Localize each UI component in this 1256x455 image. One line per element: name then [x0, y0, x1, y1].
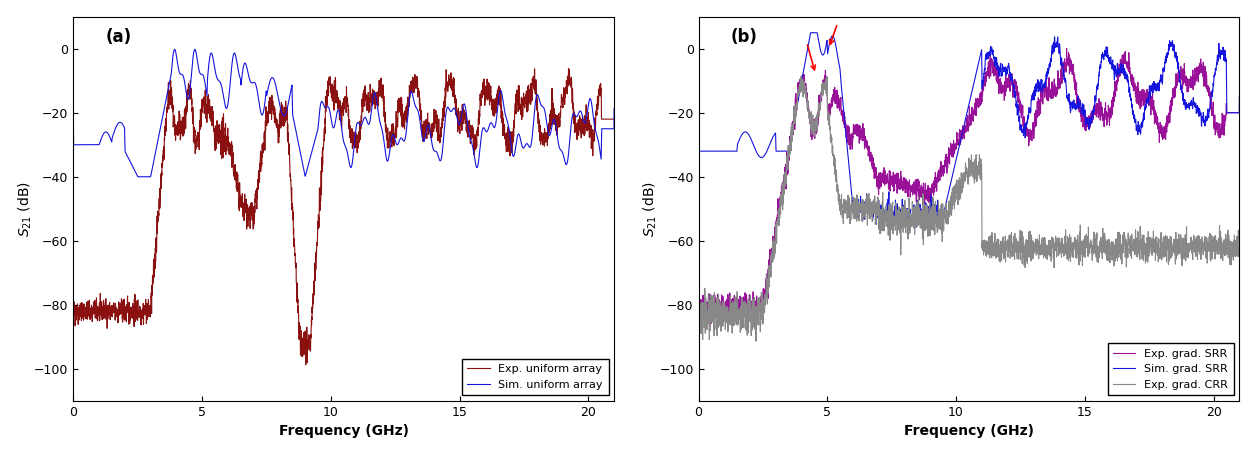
- Text: (b): (b): [731, 28, 757, 46]
- Sim. uniform array: [482, 121, 497, 127]
- Sim. uniform array: [298, 173, 313, 179]
- Line: Exp. uniform array: Exp. uniform array: [73, 69, 614, 365]
- Exp. grad. SRR: [923, 187, 938, 192]
- Sim. uniform array: [65, 94, 80, 100]
- Exp. grad. CRR: [1232, 253, 1247, 259]
- Exp. uniform array: [276, 124, 291, 129]
- Legend: Exp. grad. SRR, Sim. grad. SRR, Exp. grad. CRR: Exp. grad. SRR, Sim. grad. SRR, Exp. gra…: [1108, 343, 1233, 395]
- Exp. uniform array: [553, 107, 568, 113]
- Sim. grad. SRR: [749, 149, 764, 154]
- Exp. uniform array: [298, 362, 313, 368]
- Y-axis label: $S_{21}$ (dB): $S_{21}$ (dB): [16, 181, 34, 237]
- Sim. grad. SRR: [902, 214, 917, 219]
- Exp. grad. CRR: [1178, 238, 1193, 243]
- Sim. uniform array: [414, 130, 430, 136]
- Exp. grad. CRR: [794, 73, 809, 79]
- Sim. uniform array: [131, 174, 146, 180]
- Sim. grad. SRR: [803, 30, 818, 35]
- Exp. grad. SRR: [1108, 85, 1123, 90]
- Exp. grad. SRR: [691, 180, 706, 186]
- Text: (a): (a): [106, 28, 132, 46]
- Sim. grad. SRR: [1232, 94, 1247, 100]
- Sim. uniform array: [276, 113, 291, 119]
- Exp. grad. CRR: [749, 326, 764, 331]
- Sim. grad. SRR: [1039, 76, 1054, 81]
- Sim. grad. SRR: [1178, 103, 1193, 109]
- X-axis label: Frequency (GHz): Frequency (GHz): [279, 425, 408, 438]
- Line: Exp. grad. SRR: Exp. grad. SRR: [698, 49, 1240, 324]
- X-axis label: Frequency (GHz): Frequency (GHz): [904, 425, 1034, 438]
- Line: Exp. grad. CRR: Exp. grad. CRR: [698, 76, 1240, 341]
- Y-axis label: $S_{21}$ (dB): $S_{21}$ (dB): [642, 181, 659, 237]
- Sim. grad. SRR: [1108, 64, 1123, 70]
- Exp. uniform array: [414, 109, 430, 115]
- Exp. grad. SRR: [902, 181, 917, 186]
- Sim. uniform array: [607, 106, 622, 111]
- Sim. grad. SRR: [923, 208, 938, 214]
- Exp. uniform array: [607, 116, 622, 122]
- Exp. grad. SRR: [749, 298, 764, 303]
- Exp. uniform array: [65, 175, 80, 181]
- Exp. grad. CRR: [1039, 242, 1054, 248]
- Exp. grad. CRR: [749, 339, 764, 344]
- Exp. grad. SRR: [1059, 46, 1074, 51]
- Exp. grad. SRR: [1232, 110, 1247, 116]
- Exp. grad. CRR: [691, 203, 706, 209]
- Exp. grad. SRR: [1039, 89, 1054, 94]
- Sim. uniform array: [123, 161, 138, 167]
- Sim. grad. SRR: [691, 97, 706, 103]
- Exp. grad. CRR: [1108, 253, 1123, 258]
- Exp. grad. SRR: [703, 321, 718, 327]
- Sim. uniform array: [553, 147, 568, 153]
- Legend: Exp. uniform array, Sim. uniform array: Exp. uniform array, Sim. uniform array: [462, 359, 609, 395]
- Line: Sim. uniform array: Sim. uniform array: [73, 50, 614, 177]
- Exp. uniform array: [123, 315, 138, 320]
- Exp. grad. SRR: [1178, 76, 1193, 82]
- Line: Sim. grad. SRR: Sim. grad. SRR: [698, 33, 1240, 233]
- Exp. grad. CRR: [923, 208, 938, 214]
- Exp. grad. CRR: [902, 204, 917, 209]
- Exp. uniform array: [561, 66, 577, 71]
- Exp. uniform array: [298, 348, 313, 353]
- Exp. uniform array: [482, 87, 497, 92]
- Sim. uniform array: [187, 47, 202, 52]
- Sim. grad. SRR: [922, 230, 937, 236]
